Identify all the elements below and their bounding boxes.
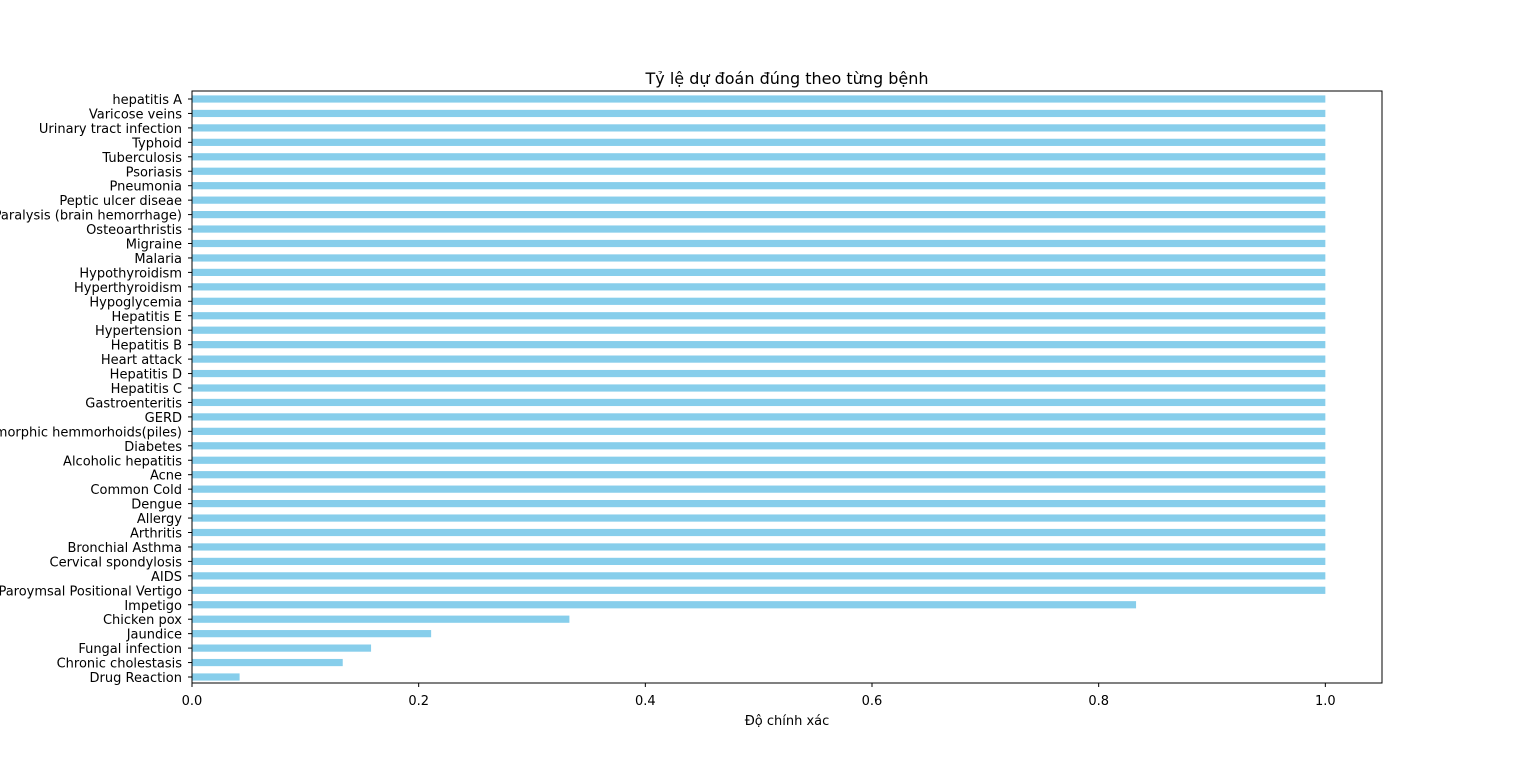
- bar: [192, 673, 240, 681]
- bar: [192, 601, 1137, 609]
- y-tick-label: Heart attack: [101, 353, 183, 368]
- x-tick-label: 0.4: [635, 694, 656, 709]
- bar: [192, 398, 1326, 407]
- y-tick-label: Dimorphic hemmorhoids(piles): [0, 425, 182, 440]
- plot-frame: [191, 90, 1383, 684]
- bar: [192, 442, 1326, 450]
- y-tick-label: Dengue: [131, 498, 182, 513]
- bar: [192, 268, 1326, 276]
- y-tick-label: Diabetes: [124, 440, 182, 455]
- y-tick-label: Osteoarthristis: [86, 223, 182, 238]
- y-tick-label: GERD: [145, 411, 182, 426]
- x-axis: 0.0 0.2 0.4 0.6 0.8 1.0: [182, 683, 1336, 709]
- bar: [192, 182, 1326, 190]
- y-tick-label: Cervical spondylosis: [50, 555, 183, 570]
- bar: [192, 427, 1326, 435]
- bar: [192, 369, 1326, 378]
- y-tick-label: Typhoid: [131, 136, 182, 151]
- y-tick-label: Hepatitis D: [110, 368, 182, 383]
- y-tick-label: hepatitis A: [112, 93, 182, 108]
- bars-group: [192, 95, 1326, 681]
- y-tick-label: Drug Reaction: [90, 671, 182, 686]
- y-tick-label: Fungal infection: [78, 642, 182, 657]
- bar: [192, 341, 1326, 349]
- bar: [192, 312, 1326, 320]
- y-tick-label: Hepatitis C: [111, 382, 182, 397]
- y-tick-label: Paralysis (brain hemorrhage): [0, 209, 182, 224]
- bar: [192, 225, 1326, 233]
- bar: [192, 500, 1326, 508]
- bar: [192, 283, 1326, 291]
- bar: [192, 355, 1326, 363]
- y-tick-label: Hepatitis E: [111, 310, 182, 325]
- bar: [192, 167, 1326, 175]
- y-tick-label: Hypoglycemia: [89, 295, 182, 310]
- bar: [192, 543, 1326, 551]
- bar: [192, 95, 1326, 103]
- y-tick-label: Allergy: [137, 512, 182, 527]
- y-tick-label: Urinary tract infection: [39, 122, 182, 137]
- bar: [192, 485, 1326, 493]
- y-tick-label: Malaria: [134, 252, 182, 267]
- y-tick-label: Acne: [150, 469, 182, 484]
- bar: [192, 471, 1326, 479]
- y-tick-label: Psoriasis: [126, 165, 183, 180]
- x-axis-label: Độ chính xác: [745, 714, 830, 729]
- bar: [192, 196, 1326, 204]
- y-tick-label: Hepatitis B: [111, 339, 182, 354]
- y-tick-label: AIDS: [151, 570, 182, 585]
- y-tick-label: Bronchial Asthma: [67, 541, 182, 556]
- bar: [192, 572, 1326, 580]
- bar: [192, 528, 1326, 537]
- y-tick-label: Pneumonia: [109, 180, 182, 195]
- x-tick-label: 0.2: [408, 694, 429, 709]
- bar: [192, 254, 1326, 262]
- chart-title: Tỷ lệ dự đoán đúng theo từng bệnh: [645, 69, 929, 88]
- y-tick-label: Chronic cholestasis: [57, 657, 183, 672]
- bar: [192, 109, 1326, 118]
- y-tick-label: Tuberculosis: [101, 151, 182, 166]
- y-tick-label: Gastroenteritis: [85, 396, 182, 411]
- bar: [192, 557, 1326, 565]
- bar: [192, 297, 1326, 305]
- x-tick-label: 0.6: [862, 694, 883, 709]
- bar: [192, 153, 1326, 161]
- bar: [192, 644, 372, 652]
- y-tick-label: Peptic ulcer diseae: [59, 194, 182, 209]
- bar: [192, 514, 1326, 522]
- x-tick-label: 0.0: [182, 694, 203, 709]
- y-tick-label: Migraine: [126, 238, 182, 253]
- y-tick-label: Chicken pox: [103, 613, 182, 628]
- x-tick-label: 1.0: [1315, 694, 1336, 709]
- bar: [192, 630, 432, 638]
- y-tick-label: Arthritis: [130, 527, 182, 542]
- y-tick-label: Hyperthyroidism: [74, 281, 182, 296]
- bar: [192, 615, 570, 623]
- bar: [192, 211, 1326, 219]
- y-tick-label: Hypothyroidism: [79, 266, 182, 281]
- bar: [192, 138, 1326, 146]
- bar: [192, 586, 1326, 594]
- y-tick-label: Hypertension: [95, 324, 182, 339]
- bar: [192, 658, 343, 667]
- bar: [192, 413, 1326, 421]
- y-tick-label: Common Cold: [90, 483, 182, 498]
- bar: [192, 124, 1326, 132]
- bar: [192, 384, 1326, 392]
- bar: [192, 326, 1326, 334]
- y-tick-label: Alcoholic hepatitis: [63, 454, 182, 469]
- x-tick-label: 0.8: [1088, 694, 1109, 709]
- y-tick-label: Impetigo: [124, 599, 182, 614]
- bar: [192, 456, 1326, 464]
- y-tick-label: Jaundice: [126, 628, 182, 643]
- bar: [192, 239, 1326, 248]
- y-tick-label: Varicose veins: [89, 107, 182, 122]
- y-tick-label: (vertigo) Paroymsal Positional Vertigo: [0, 584, 182, 599]
